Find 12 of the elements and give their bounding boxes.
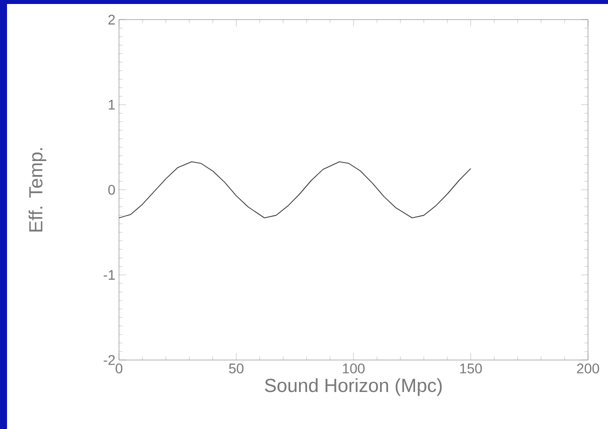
y-tick-label: -1 xyxy=(104,270,115,280)
y-tick-label: 2 xyxy=(108,14,115,24)
x-tick-label: 50 xyxy=(229,364,244,374)
x-axis-title: Sound Horizon (Mpc) xyxy=(264,378,442,396)
x-tick-label: 200 xyxy=(577,364,600,374)
y-tick-label: 0 xyxy=(108,184,115,195)
x-tick-label: 150 xyxy=(460,364,482,374)
y-tick-label: 1 xyxy=(108,100,115,110)
y-axis-title: Eff. Temp. xyxy=(28,148,46,232)
x-tick-label: 0 xyxy=(116,364,122,374)
y-tick-label: -2 xyxy=(104,355,115,365)
x-tick-label: 100 xyxy=(342,364,365,374)
